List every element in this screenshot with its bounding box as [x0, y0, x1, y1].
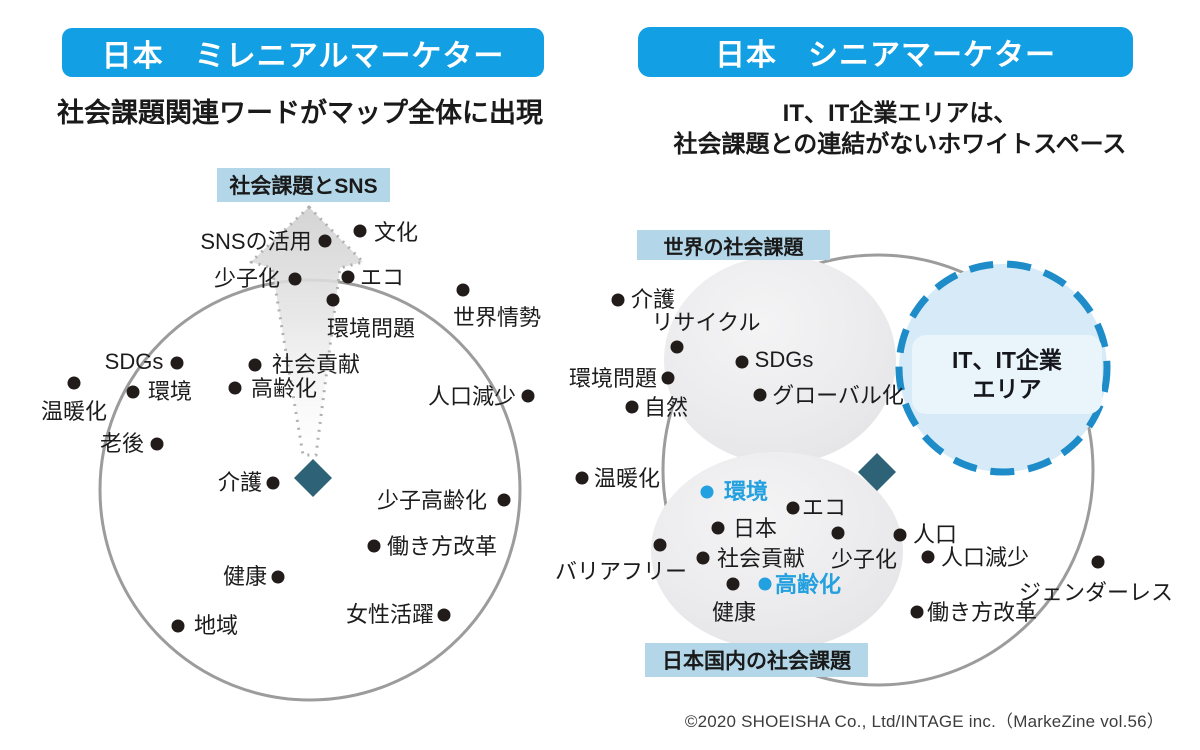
right-map-word-label: エコ	[801, 495, 847, 520]
right-map-word-dot	[700, 485, 714, 499]
right-map-word-label: 高齢化	[774, 572, 842, 597]
right-map-word-dot	[786, 501, 800, 515]
left-map-word-label: 文化	[373, 220, 419, 245]
left-map-word-dot	[67, 376, 81, 390]
left-map-word-dot	[437, 608, 451, 622]
left-map-word-label: 世界情勢	[452, 305, 542, 330]
right-map-word-label: 環境	[723, 479, 769, 504]
right-map-word-label: 働き方改革	[926, 600, 1038, 625]
right-map-word-dot	[1091, 555, 1105, 569]
left-map-word-dot	[171, 619, 185, 633]
left-map-word-label: 介護	[217, 470, 263, 495]
right-panel-subtitle: IT、IT企業エリアは、 社会課題との連結がないホワイトスペース	[600, 98, 1200, 160]
right-map-word-dot	[661, 371, 675, 385]
left-panel-subtitle: 社会課題関連ワードがマップ全体に出現	[57, 98, 543, 128]
right-map-word-dot	[753, 388, 767, 402]
left-map-word-dot	[521, 389, 535, 403]
left-map-word-dot	[170, 356, 184, 370]
right-panel-title-banner: 日本 シニアマーケター	[638, 27, 1133, 77]
right-map-word-label: SDGs	[754, 347, 814, 372]
left-map-word-label: SDGs	[104, 349, 164, 374]
left-map-word-dot	[288, 272, 302, 286]
right-map-word-label: リサイクル	[651, 310, 761, 335]
right-subtitle-line1: IT、IT企業エリアは、	[782, 100, 1018, 127]
left-map-diamond	[294, 459, 332, 497]
right-map-word-dot	[893, 528, 907, 542]
left-map-word-label: 健康	[222, 564, 268, 589]
left-map-word-dot	[318, 234, 332, 248]
it-area-label-line1: IT、IT企業	[952, 346, 1062, 373]
right-map-word-dot	[921, 550, 935, 564]
right-map-word-dot	[711, 521, 725, 535]
left-map-word-dot	[271, 570, 285, 584]
left-map-word-label: 少子高齢化	[376, 488, 488, 513]
right-map-word-dot	[910, 605, 924, 619]
left-map-word-dot	[326, 293, 340, 307]
left-map-word-label: 働き方改革	[386, 534, 498, 559]
right-subtitle-line2: 社会課題との連結がないホワイトスペース	[673, 131, 1127, 159]
right-map-word-label: 環境問題	[568, 366, 658, 391]
right-map-word-dot	[653, 538, 667, 552]
right-map-word-dot	[831, 526, 845, 540]
left-map-word-label: 温暖化	[40, 399, 108, 424]
right-map-word-label: 社会貢献	[716, 546, 806, 571]
right-map-word-label: 健康	[711, 600, 757, 625]
left-map-word-label: SNSの活用	[200, 229, 312, 254]
right-map-word-label: バリアフリー	[554, 559, 688, 584]
right-map-word-dot	[735, 355, 749, 369]
left-map-word-label: 老後	[99, 431, 145, 456]
right-map-word-label: 人口減少	[940, 545, 1030, 570]
left-map-word-dot	[248, 358, 262, 372]
right-map-word-dot	[696, 551, 710, 565]
right-map-word-dot	[726, 577, 740, 591]
left-map-word-label: 社会貢献	[271, 352, 361, 377]
right-map-word-label: ジェンダーレス	[1018, 580, 1174, 605]
sns-callout-label: 社会課題とSNS	[217, 168, 390, 202]
right-map-word-dot	[670, 340, 684, 354]
left-map-word-label: 少子化	[213, 266, 281, 291]
copyright-footer: ©2020 SHOEISHA Co., Ltd/INTAGE inc.（Mark…	[684, 712, 1164, 731]
left-map-word-label: 女性活躍	[345, 602, 435, 627]
sns-callout-arrow	[249, 205, 365, 457]
world-issues-label: 世界の社会課題	[637, 230, 830, 260]
right-map-word-dot	[758, 577, 772, 591]
right-map-circle	[661, 253, 1095, 687]
left-map-word-dot	[353, 224, 367, 238]
right-map-word-dot	[611, 293, 625, 307]
right-map-word-dot	[625, 400, 639, 414]
left-map-word-dot	[266, 476, 280, 490]
right-map-word-label: 自然	[643, 395, 689, 420]
left-map-word-label: 高齢化	[250, 376, 318, 401]
left-map-word-dot	[456, 283, 470, 297]
left-map-word-label: 環境問題	[326, 316, 416, 341]
left-map-word-label: 人口減少	[427, 384, 517, 409]
left-map-word-dot	[341, 270, 355, 284]
right-map-word-label: 介護	[630, 287, 676, 312]
right-map-word-dot	[575, 471, 589, 485]
japan-issues-label: 日本国内の社会課題	[645, 643, 868, 677]
japan-issues-blob	[651, 452, 903, 650]
left-map-word-dot	[367, 539, 381, 553]
left-map-word-dot	[497, 493, 511, 507]
left-map-word-dot	[126, 385, 140, 399]
world-issues-blob	[664, 256, 896, 464]
left-panel-title-banner: 日本 ミレニアルマーケター	[62, 28, 544, 77]
it-area-label-line2: エリア	[972, 375, 1042, 402]
right-map-word-label: 少子化	[830, 547, 898, 572]
it-area-label: IT、IT企業 エリア	[912, 335, 1102, 414]
left-map-word-label: エコ	[359, 265, 405, 290]
right-map-word-label: 人口	[912, 522, 958, 547]
left-map-word-dot	[150, 437, 164, 451]
right-map-word-label: グローバル化	[772, 383, 904, 408]
right-map-diamond	[858, 453, 896, 491]
left-map-word-dot	[228, 381, 242, 395]
right-map-word-label: 日本	[732, 516, 778, 541]
right-map-word-label: 温暖化	[593, 466, 661, 491]
left-map-word-label: 地域	[193, 613, 239, 638]
left-map-word-label: 環境	[147, 379, 193, 404]
